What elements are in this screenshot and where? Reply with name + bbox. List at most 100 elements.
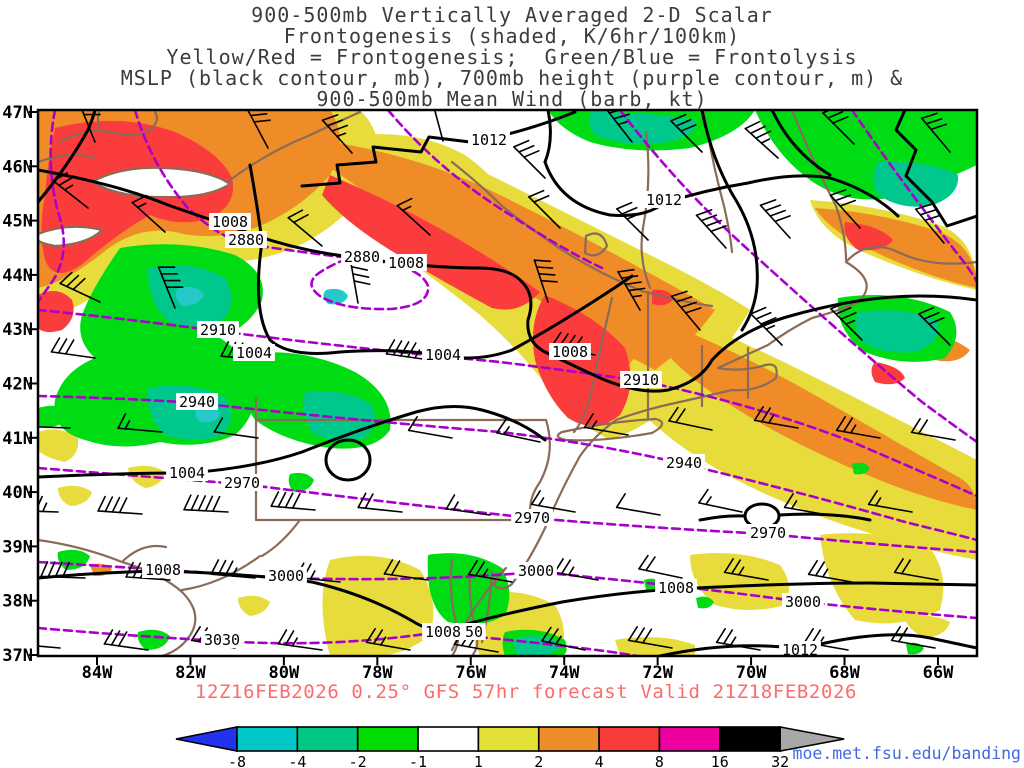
wind-barb — [583, 412, 629, 436]
wind-barb — [627, 625, 673, 649]
contour-label: 3000 — [518, 562, 554, 580]
wind-barb — [615, 492, 661, 516]
wind-barb — [40, 561, 86, 579]
contour-label: 1008 — [388, 254, 424, 272]
colorbar-segment — [658, 726, 721, 752]
chart-title: 900-500mb Vertically Averaged 2-D Scalar… — [0, 5, 1024, 110]
lat-label: 44N — [2, 266, 33, 286]
wind-barb — [528, 189, 561, 229]
map-shape — [58, 485, 92, 506]
contour-label: 2970 — [514, 509, 550, 527]
wind-barb — [541, 626, 586, 651]
contour-label-box — [782, 593, 824, 610]
map-shape — [386, 110, 604, 270]
wind-barb — [807, 559, 853, 583]
contour-label-box — [233, 344, 275, 361]
map-shape — [855, 310, 939, 353]
lon-label: 80W — [269, 663, 300, 683]
wind-barb — [270, 491, 316, 511]
contour-label: 1008 — [658, 579, 694, 597]
lon-label: 68W — [829, 663, 860, 683]
colorbar-tick-label: -8 — [228, 753, 246, 768]
map-shape — [57, 549, 90, 570]
contour-label-box — [225, 231, 267, 248]
title-line: 900-500mb Vertically Averaged 2-D Scalar — [251, 3, 773, 27]
colorbar-tick-label: 8 — [655, 753, 664, 768]
lon-label: 78W — [362, 663, 393, 683]
lon-label: 74W — [549, 663, 580, 683]
colorbar: -8 -4 -2 -1 1 2 4 8 16 32 — [175, 726, 845, 768]
map-shape — [288, 472, 314, 492]
map-shape — [38, 110, 97, 204]
title-line: Yellow/Red = Frontogenesis; Green/Blue =… — [166, 45, 858, 69]
wind-barb — [670, 113, 703, 153]
wind-barb — [759, 199, 791, 239]
lon-label: 70W — [736, 663, 767, 683]
wind-barb — [213, 417, 259, 439]
colorbar-segment — [598, 726, 661, 752]
map-shape — [303, 391, 375, 441]
lat-label: 41N — [2, 429, 33, 449]
contour-label-box — [462, 623, 486, 640]
lat-label: 45N — [2, 212, 33, 232]
wind-barb — [513, 139, 546, 179]
contour-label: 2910 — [200, 321, 236, 339]
wind-barb — [287, 209, 323, 247]
contour-label-box — [515, 562, 557, 579]
wind-barbs — [38, 110, 956, 653]
wind-barb — [246, 110, 271, 149]
colorbar-segment — [537, 726, 600, 752]
map-shape — [820, 533, 944, 624]
map-shape — [450, 160, 714, 308]
contour-label-box — [779, 641, 821, 656]
wind-barb — [670, 290, 702, 331]
wind-barb — [496, 418, 541, 443]
wind-barb — [357, 492, 403, 513]
wind-barb — [829, 189, 861, 229]
colorbar-tick-label: -2 — [349, 753, 367, 768]
map-shape — [427, 553, 510, 625]
wind-barb — [210, 559, 256, 579]
contour-label: 1004 — [236, 344, 272, 362]
contour-label-box — [197, 321, 239, 338]
lat-label: 40N — [2, 483, 33, 503]
contour-label: 1004 — [425, 346, 461, 364]
title-line: Frontogenesis (shaded, K/6hr/100km) — [283, 24, 741, 48]
wind-barb — [893, 557, 939, 581]
state-borders — [254, 290, 750, 522]
colorbar-right-arrow — [779, 726, 845, 752]
map-shape — [38, 110, 66, 304]
wind-barb — [131, 194, 166, 233]
map-shape — [323, 288, 348, 305]
lon-label: 72W — [642, 663, 673, 683]
site-link[interactable]: moe.met.fsu.edu/banding — [792, 744, 1021, 763]
map-shape — [618, 110, 977, 444]
contour-label: 2910 — [623, 371, 659, 389]
wind-barb — [920, 112, 951, 153]
axes: 47N 46N 45N 44N 43N 42N 41N 40N 39N 38N 37N 84W 82W 8… — [2, 103, 954, 683]
contour-label-box — [511, 509, 553, 526]
hudson-river — [572, 296, 614, 434]
contour-label: 2940 — [179, 393, 215, 411]
wind-barb — [617, 268, 646, 311]
wind-barb — [277, 629, 323, 651]
contour-label: 3000 — [268, 567, 304, 585]
colorbar-tick-label: 1 — [474, 753, 483, 768]
wind-barb — [750, 306, 783, 346]
contour-label: 1008 — [212, 213, 248, 231]
wind-barb — [668, 406, 713, 431]
long-island — [556, 417, 664, 442]
map-shape — [38, 110, 102, 164]
lat-label: 46N — [2, 157, 33, 177]
map-shape — [543, 110, 552, 164]
contour-label-box — [265, 567, 307, 584]
wind-barb — [910, 417, 956, 441]
map-shape — [658, 633, 977, 656]
contour-label-box — [549, 343, 591, 360]
colorbar-tick-label: 16 — [711, 753, 729, 768]
contour-label-box — [341, 248, 383, 265]
colorbar-segment — [296, 726, 359, 752]
map-shape — [894, 110, 977, 228]
